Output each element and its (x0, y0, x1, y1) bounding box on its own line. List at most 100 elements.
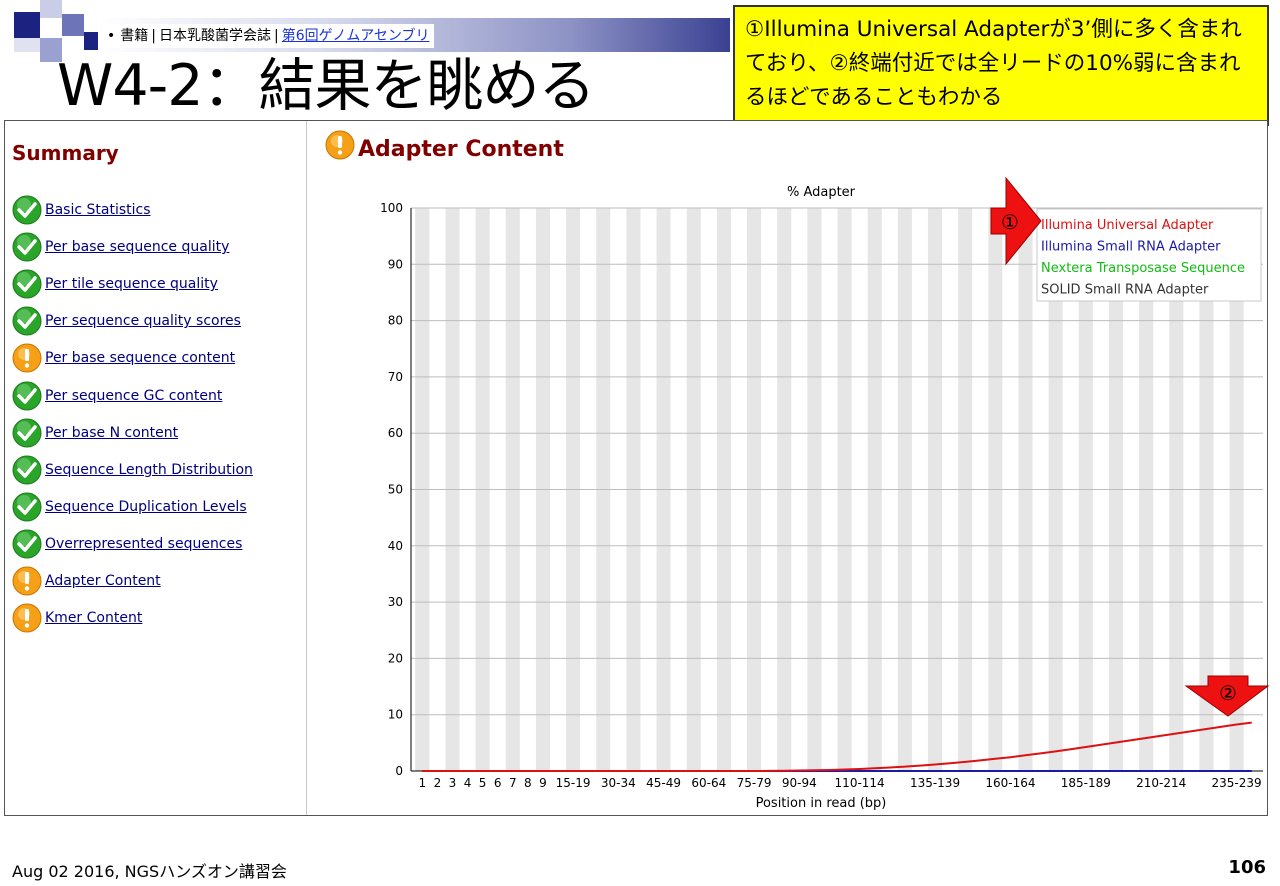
legend-entry: Illumina Small RNA Adapter (1041, 240, 1221, 255)
module-item[interactable]: Per base sequence content (12, 341, 235, 375)
arrow-1-label: ① (1001, 210, 1019, 234)
chart-legend (1036, 208, 1262, 302)
module-item[interactable]: Kmer Content (12, 601, 142, 635)
decorative-square (40, 0, 62, 18)
main-content: Adapter Content 0 10 20 30 40 50 60 70 80 90 100 1 2… (308, 121, 1267, 815)
module-link[interactable]: Per sequence GC content (45, 387, 223, 404)
x-tick-label: 3 (449, 776, 457, 790)
series-line-0 (422, 721, 1252, 772)
section-header: Adapter Content (325, 127, 564, 162)
legend-entry: Illumina Universal Adapter (1041, 218, 1214, 233)
x-tick-label: 15-19 (556, 776, 591, 790)
legend-entry: SOLID Small RNA Adapter (1041, 283, 1209, 298)
y-tick-label: 0 (395, 764, 403, 778)
module-item[interactable]: Per sequence quality scores (12, 304, 241, 338)
x-tick-label: 6 (494, 776, 502, 790)
summary-title: Summary (12, 141, 119, 165)
summary-sidebar: Summary Basic Statistics Per base sequenc… (5, 121, 307, 815)
decorative-square (40, 38, 62, 62)
x-tick-label: 7 (509, 776, 517, 790)
module-item[interactable]: Per base N content (12, 416, 178, 450)
y-tick-label: 70 (388, 370, 403, 384)
arrow-2-icon: ② (1184, 675, 1270, 717)
x-tick-label: 45-49 (646, 776, 681, 790)
decorative-square (62, 14, 84, 36)
x-tick-label: 8 (524, 776, 532, 790)
arrow-1-icon: ① (990, 176, 1042, 266)
pass-check-icon (12, 418, 42, 448)
pass-check-icon (12, 269, 42, 299)
x-tick-label: 110-114 (835, 776, 885, 790)
decorative-square (14, 38, 40, 52)
module-link[interactable]: Per base sequence content (45, 350, 236, 367)
x-tick-label: 90-94 (782, 776, 817, 790)
adapter-content-chart: 0 10 20 30 40 50 60 70 80 90 100 1 2 3 4 5 6 7 8 9 15-19 30-3… (380, 185, 1263, 811)
module-link[interactable]: Kmer Content (45, 610, 143, 627)
module-item[interactable]: Per base sequence quality (12, 230, 229, 264)
breadcrumb-separator: | (151, 28, 156, 44)
x-tick-label: 235-239 (1212, 776, 1262, 790)
module-item[interactable]: Basic Statistics (12, 193, 151, 227)
x-tick-label: 9 (539, 776, 547, 790)
x-tick-label: 160-164 (985, 776, 1035, 790)
slide-title: W4-2：結果を眺める (57, 53, 595, 119)
y-tick-label: 20 (388, 651, 403, 665)
arrow-2-label: ② (1219, 681, 1237, 705)
y-tick-label: 10 (388, 708, 403, 722)
pass-check-icon (12, 195, 42, 225)
module-link[interactable]: Per tile sequence quality (45, 276, 218, 293)
breadcrumb-bullet: • (107, 28, 116, 44)
legend-entry: Nextera Transposase Sequence (1041, 261, 1245, 276)
pass-check-icon (12, 455, 42, 485)
module-link[interactable]: Adapter Content (45, 573, 161, 589)
section-title: Adapter Content (358, 137, 564, 162)
x-tick-label: 1 (418, 776, 426, 790)
module-link[interactable]: Per base sequence quality (45, 239, 230, 256)
warning-icon (12, 603, 42, 633)
y-tick-label: 80 (388, 314, 403, 328)
chart-title: % Adapter (787, 185, 856, 200)
pass-check-icon (12, 381, 42, 410)
y-tick-label: 100 (380, 201, 403, 215)
x-tick-label: 75-79 (737, 776, 772, 790)
x-tick-label: 2 (434, 776, 442, 790)
pass-check-icon (12, 492, 42, 522)
x-tick-label: 4 (464, 776, 472, 790)
breadcrumb-item: 日本乳酸菌学会誌 (158, 28, 271, 44)
module-link[interactable]: Sequence Duplication Levels (45, 498, 247, 515)
y-tick-label: 90 (388, 257, 403, 271)
pass-check-icon (12, 232, 42, 262)
x-tick-label: 60-64 (691, 776, 726, 790)
module-item[interactable]: Sequence Length Distribution (12, 453, 253, 487)
module-link[interactable]: Basic Statistics (45, 202, 151, 218)
warning-icon (12, 566, 42, 596)
warning-icon (325, 130, 355, 159)
decorative-square (14, 12, 40, 38)
y-tick-label: 60 (388, 426, 403, 440)
module-item[interactable]: Overrepresented sequences (12, 527, 242, 561)
x-tick-label: 5 (479, 776, 487, 790)
footer-text: Aug 02 2016, NGSハンズオン講習会 (12, 862, 287, 881)
pass-check-icon (12, 529, 42, 559)
breadcrumb: • 書籍 | 日本乳酸菌学会誌 | 第6回ゲノムアセンブリ (103, 24, 434, 48)
module-item[interactable]: Sequence Duplication Levels (12, 490, 247, 524)
breadcrumb-item: 書籍 (120, 28, 149, 44)
y-tick-label: 30 (388, 595, 403, 609)
y-tick-label: 40 (388, 539, 403, 553)
warning-icon (12, 343, 42, 373)
module-link[interactable]: Overrepresented sequences (45, 535, 243, 552)
module-item[interactable]: Adapter Content (12, 564, 161, 598)
fastqc-report-panel: Summary Basic Statistics Per base sequenc… (4, 120, 1268, 816)
decorative-square (84, 32, 98, 50)
module-link[interactable]: Sequence Length Distribution (45, 461, 253, 478)
module-link[interactable]: Per sequence quality scores (45, 313, 241, 330)
x-axis-label: Position in read (bp) (756, 796, 887, 811)
module-link[interactable]: Per base N content (45, 424, 179, 441)
module-item[interactable]: Per tile sequence quality (12, 267, 218, 301)
module-item[interactable]: Per sequence GC content (12, 379, 222, 413)
breadcrumb-link[interactable]: 第6回ゲノムアセンブリ (281, 28, 430, 44)
y-tick-label: 50 (388, 483, 403, 497)
pass-check-icon (12, 306, 42, 336)
page-number: 106 (1228, 857, 1266, 878)
